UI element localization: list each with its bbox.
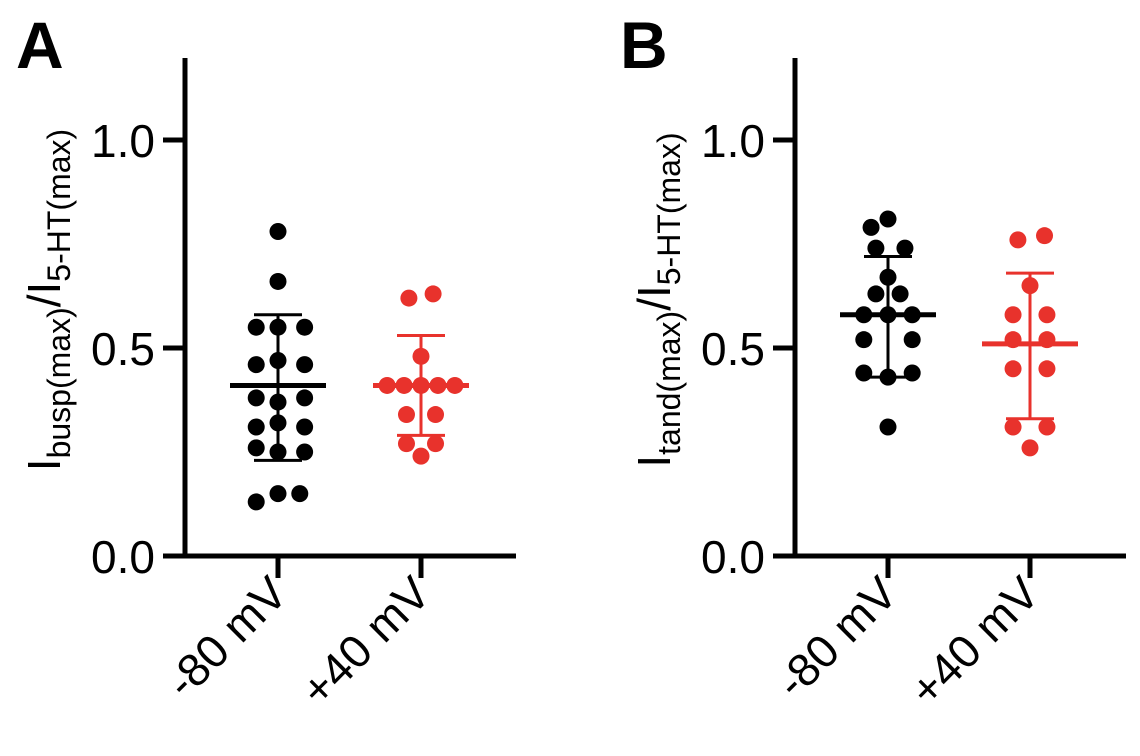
y-axis-label-slash: / [628, 298, 680, 311]
data-point [296, 443, 314, 461]
data-point [1004, 360, 1022, 378]
y-tick-label: 0.0 [91, 531, 155, 583]
data-point [269, 272, 287, 290]
data-point [412, 447, 430, 465]
data-point [291, 485, 309, 503]
data-point [296, 389, 314, 407]
series-2 [982, 227, 1078, 457]
data-point [879, 210, 897, 228]
data-point [867, 239, 885, 257]
y-tick-label: 0.5 [91, 323, 155, 375]
panel-a: A0.00.51.0-80 mV+40 mVIbusp(max)/I5-HT(m… [16, 8, 516, 716]
series-1 [840, 210, 936, 436]
category-label: -80 mV [765, 566, 907, 708]
data-point [903, 364, 921, 382]
y-tick-label: 1.0 [701, 115, 765, 167]
y-axis-label-main1: I [18, 458, 70, 471]
y-axis-label: Itand(max)/I5-HT(max) [628, 132, 687, 467]
data-point [400, 289, 418, 307]
y-tick-label: 1.0 [91, 115, 155, 167]
data-point [296, 318, 314, 336]
data-point [247, 418, 265, 436]
data-point [269, 223, 287, 241]
data-point [397, 406, 415, 424]
data-point [424, 285, 442, 303]
category-label: +40 mV [290, 566, 440, 716]
data-point [1036, 227, 1054, 245]
y-axis-label-sub2: 5-HT(max) [651, 132, 687, 285]
y-axis-label-sub1: busp(max) [41, 307, 77, 458]
data-point [896, 239, 914, 257]
series-1 [230, 223, 326, 511]
data-point [1004, 306, 1022, 324]
data-point [1021, 439, 1039, 457]
y-axis-label-main2: I [628, 285, 680, 298]
y-axis-label: Ibusp(max)/I5-HT(max) [18, 129, 77, 471]
data-point [1004, 418, 1022, 436]
panel-label: A [16, 8, 64, 82]
data-point [1038, 306, 1056, 324]
panel-b: B0.00.51.0-80 mV+40 mVItand(max)/I5-HT(m… [620, 8, 1126, 716]
data-point [247, 439, 265, 457]
y-axis-label-main2: I [18, 282, 70, 295]
y-axis-label-slash: / [18, 294, 70, 307]
data-point [1038, 418, 1056, 436]
data-point [247, 318, 265, 336]
data-point [903, 331, 921, 349]
data-point [855, 331, 873, 349]
series-2 [373, 285, 469, 465]
data-point [879, 418, 897, 436]
data-point [296, 418, 314, 436]
y-axis-label-main1: I [628, 455, 680, 468]
data-point [247, 356, 265, 374]
data-point [247, 389, 265, 407]
data-point [1038, 360, 1056, 378]
y-tick-label: 0.0 [701, 531, 765, 583]
panel-label: B [620, 8, 668, 82]
data-point [269, 485, 287, 503]
category-label: -80 mV [155, 566, 297, 708]
data-point [855, 364, 873, 382]
data-point [867, 285, 885, 303]
category-label: +40 mV [899, 566, 1049, 716]
data-point [862, 218, 880, 236]
data-point [1009, 231, 1027, 249]
y-axis-label-sub1: tand(max) [651, 311, 687, 455]
data-point [247, 493, 265, 511]
y-tick-label: 0.5 [701, 323, 765, 375]
data-point [891, 285, 909, 303]
y-axis-label-sub2: 5-HT(max) [41, 129, 77, 282]
data-point [427, 406, 445, 424]
data-point [397, 435, 415, 453]
data-point [427, 435, 445, 453]
data-point [296, 356, 314, 374]
